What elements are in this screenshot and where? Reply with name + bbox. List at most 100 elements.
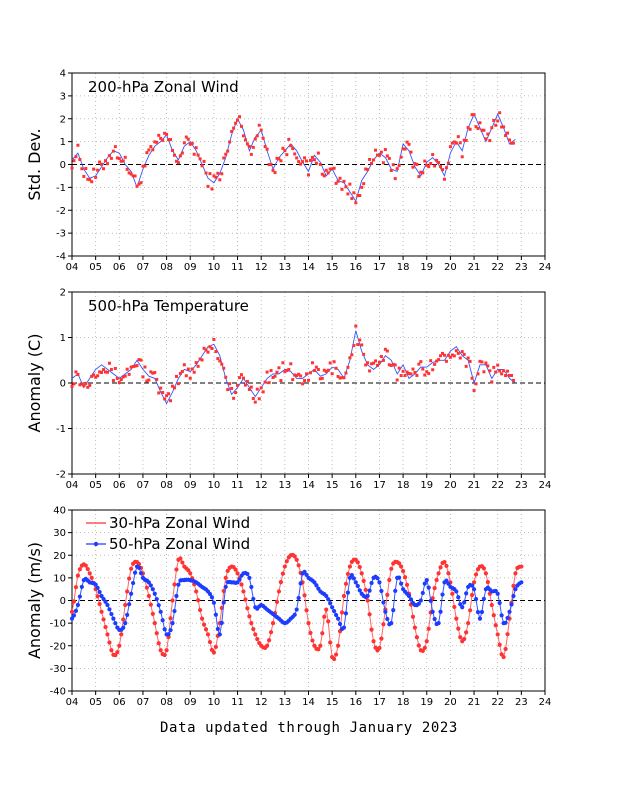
monthly-point xyxy=(291,378,295,382)
series-point xyxy=(123,621,128,626)
monthly-point xyxy=(358,338,362,342)
series-point xyxy=(211,650,216,655)
y-tick-label: -40 xyxy=(50,687,66,698)
series-point xyxy=(367,588,372,593)
series-point xyxy=(436,571,441,576)
monthly-point xyxy=(200,164,204,168)
x-tick-label: 12 xyxy=(255,697,268,708)
x-tick-label: 04 xyxy=(66,480,79,491)
monthly-point xyxy=(425,163,429,167)
monthly-point xyxy=(104,370,108,374)
series-point xyxy=(148,602,153,607)
series-point xyxy=(324,607,329,612)
series-point xyxy=(320,631,325,636)
monthly-point xyxy=(433,362,437,366)
legend-label: 30-hPa Zonal Wind xyxy=(109,514,250,532)
x-tick-label: 24 xyxy=(539,262,552,273)
series-point xyxy=(292,612,297,617)
series-point xyxy=(418,598,423,603)
monthly-point xyxy=(480,128,484,132)
series-point xyxy=(162,627,167,632)
monthly-point xyxy=(238,376,242,380)
monthly-point xyxy=(119,159,123,163)
series-point xyxy=(456,626,461,631)
monthly-point xyxy=(96,374,100,378)
series-point xyxy=(247,575,252,580)
x-tick-label: 11 xyxy=(231,697,244,708)
monthly-point xyxy=(340,187,344,191)
monthly-point xyxy=(105,370,109,374)
monthly-point xyxy=(431,368,435,372)
series-point xyxy=(217,632,222,637)
x-tick-label: 22 xyxy=(491,262,504,273)
series-point xyxy=(255,637,260,642)
monthly-point xyxy=(111,379,115,383)
series-point xyxy=(144,585,149,590)
monthly-point xyxy=(127,372,131,376)
monthly-point xyxy=(429,359,433,363)
series-point xyxy=(389,621,394,626)
monthly-point xyxy=(210,346,214,350)
monthly-point xyxy=(320,376,324,380)
monthly-point xyxy=(348,182,352,186)
series-point xyxy=(77,594,82,599)
series-point xyxy=(158,648,163,653)
monthly-point xyxy=(208,345,212,349)
x-tick-label: 16 xyxy=(349,480,362,491)
monthly-point xyxy=(109,368,113,372)
monthly-point xyxy=(216,357,220,361)
monthly-point xyxy=(460,155,464,159)
series-point xyxy=(172,608,177,614)
series-point xyxy=(383,609,388,614)
monthly-point xyxy=(338,176,342,180)
series-point xyxy=(109,611,114,617)
monthly-point xyxy=(308,158,312,162)
monthly-point xyxy=(216,171,220,175)
monthly-point xyxy=(92,167,96,171)
monthly-point xyxy=(425,370,429,374)
series-point xyxy=(377,580,382,585)
series-point xyxy=(444,563,449,568)
series-point xyxy=(402,575,408,580)
monthly-point xyxy=(356,343,360,347)
series-point xyxy=(292,554,297,559)
monthly-point xyxy=(230,386,234,390)
monthly-point xyxy=(372,158,376,162)
x-tick-label: 05 xyxy=(89,697,102,708)
series-point xyxy=(280,571,285,576)
monthly-point xyxy=(460,350,464,354)
monthly-point xyxy=(145,151,149,155)
monthly-point xyxy=(137,358,141,362)
monthly-point xyxy=(399,374,403,378)
monthly-point xyxy=(214,350,218,354)
series-point xyxy=(483,571,488,576)
series-point xyxy=(75,573,81,578)
monthly-point xyxy=(113,366,117,370)
series-point xyxy=(333,652,339,657)
monthly-point xyxy=(125,367,129,371)
monthly-point xyxy=(102,167,106,171)
series-point xyxy=(310,638,315,643)
monthly-point xyxy=(314,365,318,369)
series-point xyxy=(420,590,425,596)
monthly-point xyxy=(228,382,232,386)
monthly-point xyxy=(437,161,441,165)
monthly-point xyxy=(450,141,454,145)
monthly-point xyxy=(498,369,502,373)
series-point xyxy=(332,656,337,662)
series-point xyxy=(251,596,256,602)
y-tick-label: 0 xyxy=(60,160,66,171)
monthly-point xyxy=(70,166,74,170)
series-point xyxy=(138,571,144,576)
monthly-point xyxy=(500,372,504,376)
monthly-point xyxy=(100,162,104,166)
monthly-point xyxy=(273,171,277,175)
y-tick-label: -30 xyxy=(50,664,66,675)
series-point xyxy=(111,616,116,621)
x-tick-label: 24 xyxy=(539,480,552,491)
series-point xyxy=(473,572,479,577)
monthly-point xyxy=(259,386,263,390)
series-point xyxy=(73,608,79,613)
series-point xyxy=(432,616,437,622)
series-point xyxy=(442,559,447,565)
